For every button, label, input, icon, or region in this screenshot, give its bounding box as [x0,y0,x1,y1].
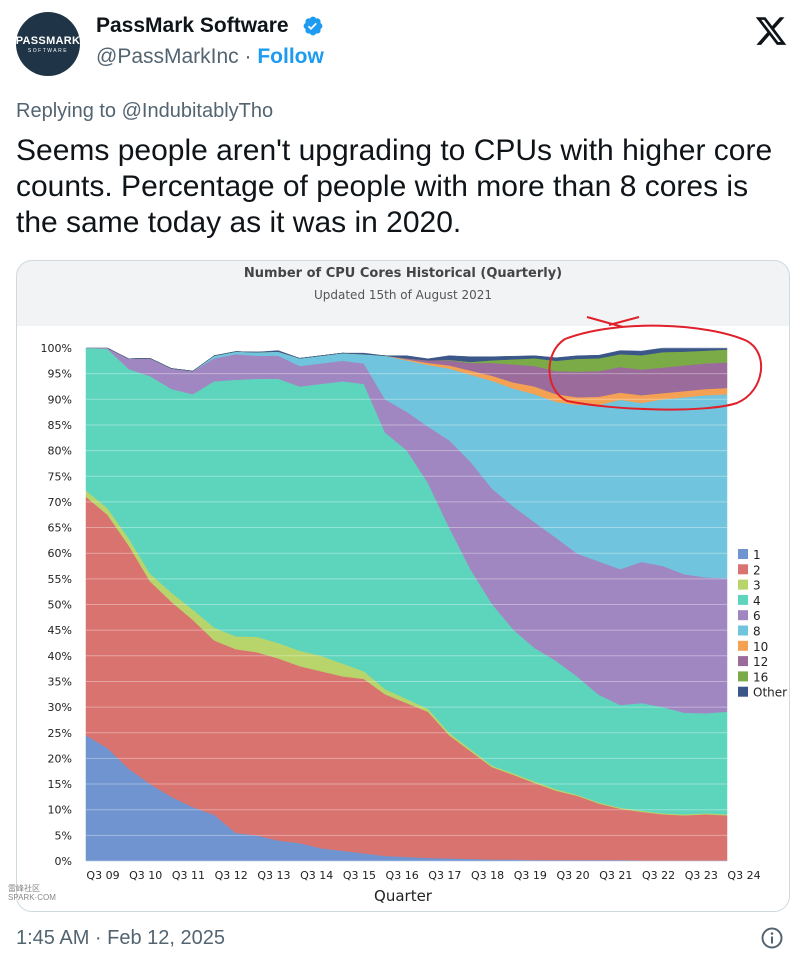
legend-label-3: 3 [753,579,761,593]
y-tick-label: 20% [48,752,72,765]
cpu-cores-chart: Number of CPU Cores Historical (Quarterl… [17,266,789,911]
x-tick-label: Q3 14 [300,869,333,882]
x-tick-label: Q3 09 [86,869,119,882]
info-icon[interactable] [760,926,784,950]
y-tick-label: 35% [48,675,72,688]
timestamp[interactable]: 1:45 AM · Feb 12, 2025 [16,927,226,949]
legend-swatch-2 [738,564,748,575]
avatar[interactable]: PASSMARK SOFTWARE [16,12,80,76]
legend-label-1: 1 [753,548,761,562]
x-tick-label: Q3 17 [428,869,461,882]
y-tick-label: 40% [48,650,72,663]
y-tick-label: 5% [55,829,72,842]
verified-badge-icon [303,16,323,36]
annotation-circle [548,324,763,411]
legend-swatch-8 [738,625,748,636]
y-tick-label: 15% [48,778,72,791]
x-tick-label: Q3 16 [386,869,419,882]
y-tick-label: 85% [48,419,72,432]
y-tick-label: 95% [48,368,72,381]
annotation-scribble [586,316,640,328]
legend-swatch-1 [738,549,748,559]
legend-label-8: 8 [753,625,761,639]
y-tick-label: 55% [48,573,72,586]
y-tick-label: 25% [48,727,72,740]
legend-swatch-other [738,686,748,697]
x-tick-label: Q3 12 [215,869,248,882]
x-tick-label: Q3 11 [172,869,205,882]
x-tick-label: Q3 21 [599,869,632,882]
handle-separator: · [238,45,258,68]
chart-image[interactable]: Number of CPU Cores Historical (Quarterl… [16,260,790,912]
chart-title: Number of CPU Cores Historical (Quarterl… [244,266,562,281]
tweet-text: Seems people aren't upgrading to CPUs wi… [16,134,773,239]
legend-label-16: 16 [753,670,768,684]
legend-swatch-12 [738,656,748,667]
replying-handle[interactable]: @IndubitablyTho [121,100,274,122]
avatar-logo-subtext: SOFTWARE [27,47,69,54]
replying-to: Replying to @IndubitablyTho [16,100,273,123]
account-handle[interactable]: @PassMarkInc · Follow [96,45,324,69]
x-tick-label: Q3 22 [642,869,675,882]
chart-subtitle: Updated 15th of August 2021 [314,288,492,302]
legend-swatch-3 [738,579,748,590]
x-axis-label: Quarter [374,887,433,905]
y-tick-label: 80% [48,445,72,458]
x-tick-label: Q3 23 [685,869,718,882]
follow-button[interactable]: Follow [257,45,324,68]
x-tick-label: Q3 13 [257,869,290,882]
legend-swatch-4 [738,594,748,605]
legend-label-2: 2 [753,563,761,577]
y-tick-label: 10% [48,804,72,817]
y-tick-label: 70% [48,496,72,509]
y-tick-label: 60% [48,547,72,560]
legend-swatch-6 [738,610,748,621]
y-tick-label: 50% [48,599,72,612]
legend-label-other: Other [753,686,787,700]
x-tick-label: Q3 10 [129,869,162,882]
y-tick-label: 30% [48,701,72,714]
y-tick-label: 100% [41,342,72,355]
x-logo-icon[interactable] [754,14,788,48]
account-name[interactable]: PassMark Software [96,14,289,37]
x-tick-label: Q3 24 [727,869,760,882]
legend-swatch-10 [738,640,748,651]
legend-swatch-16 [738,671,748,682]
y-tick-label: 75% [48,470,72,483]
handle-text[interactable]: @PassMarkInc [96,45,239,68]
y-tick-label: 90% [48,393,72,406]
y-tick-label: 65% [48,522,72,535]
legend-label-10: 10 [753,640,768,654]
x-tick-label: Q3 19 [514,869,547,882]
legend-label-12: 12 [753,655,768,669]
replying-prefix: Replying to [16,100,122,122]
legend-label-4: 4 [753,594,761,608]
x-tick-label: Q3 18 [471,869,504,882]
y-tick-label: 45% [48,624,72,637]
avatar-logo-text: PASSMARK [15,34,81,47]
x-tick-label: Q3 20 [556,869,589,882]
y-tick-label: 0% [55,855,72,868]
x-tick-label: Q3 15 [343,869,376,882]
legend-label-6: 6 [753,609,761,623]
watermark: 雷峰社区 SPARK·COM [8,884,56,902]
area-series-other [86,347,728,372]
